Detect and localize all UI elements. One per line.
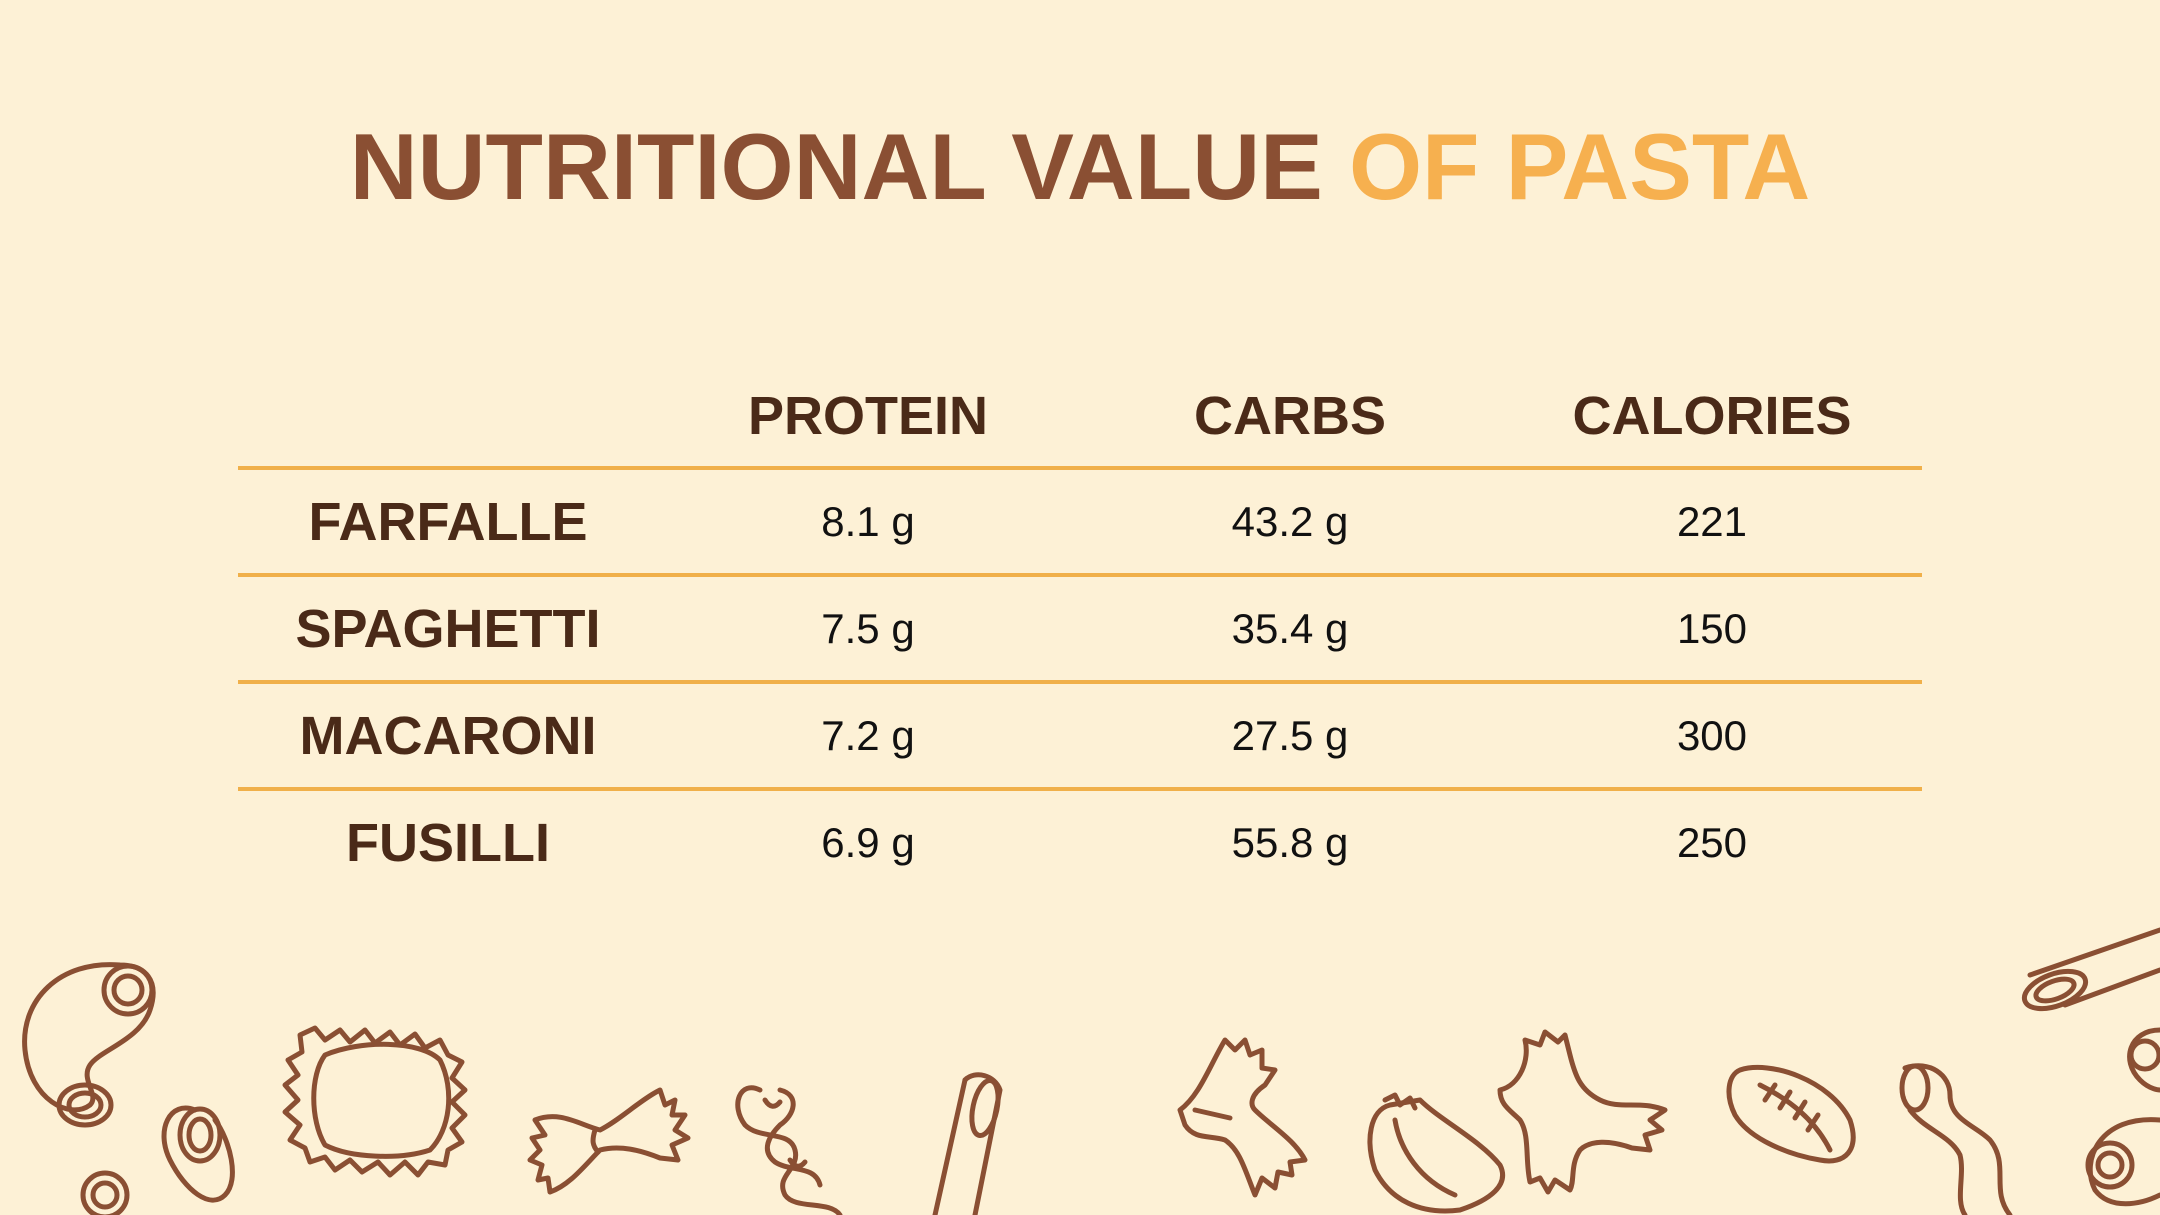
farfalle-icon: [527, 1087, 691, 1195]
conchiglie-icon: [1726, 1064, 1856, 1164]
carbs-value: 27.5 g: [1231, 711, 1349, 759]
table-row: FARFALLE 8.1 g 43.2 g 221: [238, 466, 1922, 573]
table-header-row: PROTEIN CARBS CALORIES: [238, 366, 1922, 466]
calories-value: 300: [1676, 711, 1748, 759]
protein-value: 6.9 g: [821, 818, 915, 866]
table-row: FUSILLI 6.9 g 55.8 g 250: [238, 787, 1922, 894]
table-row: SPAGHETTI 7.5 g 35.4 g 150: [238, 573, 1922, 680]
title-part-main: NUTRITIONAL VALUE: [349, 114, 1349, 219]
pasta-name: SPAGHETTI: [295, 598, 601, 659]
farfalle-icon: [1497, 1029, 1668, 1195]
farfalle-icon: [1177, 1037, 1308, 1198]
table-row: MACARONI 7.2 g 27.5 g 300: [238, 680, 1922, 787]
pasta-name: MACARONI: [299, 705, 597, 766]
macaroni-icon: [2085, 1027, 2160, 1207]
carbs-value: 55.8 g: [1231, 818, 1349, 866]
header-calories: CALORIES: [1572, 386, 1852, 446]
carbs-value: 43.2 g: [1231, 497, 1349, 545]
protein-value: 7.5 g: [821, 604, 915, 652]
tortellini-icon: [1367, 1092, 1505, 1214]
calories-value: 250: [1676, 818, 1748, 866]
protein-value: 8.1 g: [821, 497, 915, 545]
carbs-value: 35.4 g: [1231, 604, 1349, 652]
pasta-name: FUSILLI: [346, 812, 550, 873]
calories-value: 150: [1676, 604, 1748, 652]
penne-icon: [932, 1072, 1003, 1215]
header-carbs: CARBS: [1193, 386, 1386, 446]
macaroni-icon: [22, 962, 235, 1215]
fusilli-icon: [735, 1085, 843, 1215]
macaroni-icon: [1899, 1063, 2013, 1215]
protein-value: 7.2 g: [821, 711, 915, 759]
title-part-accent: OF PASTA: [1348, 114, 1811, 219]
calories-value: 221: [1676, 497, 1748, 545]
penne-icon: [2021, 927, 2160, 1012]
header-protein: PROTEIN: [747, 386, 989, 446]
page-title: NUTRITIONAL VALUE OF PASTA: [0, 112, 2160, 222]
ravioli-icon: [282, 1025, 468, 1178]
nutrition-table: PROTEIN CARBS CALORIES FARFALLE 8.1 g 43…: [238, 366, 1922, 894]
pasta-name: FARFALLE: [308, 491, 588, 552]
